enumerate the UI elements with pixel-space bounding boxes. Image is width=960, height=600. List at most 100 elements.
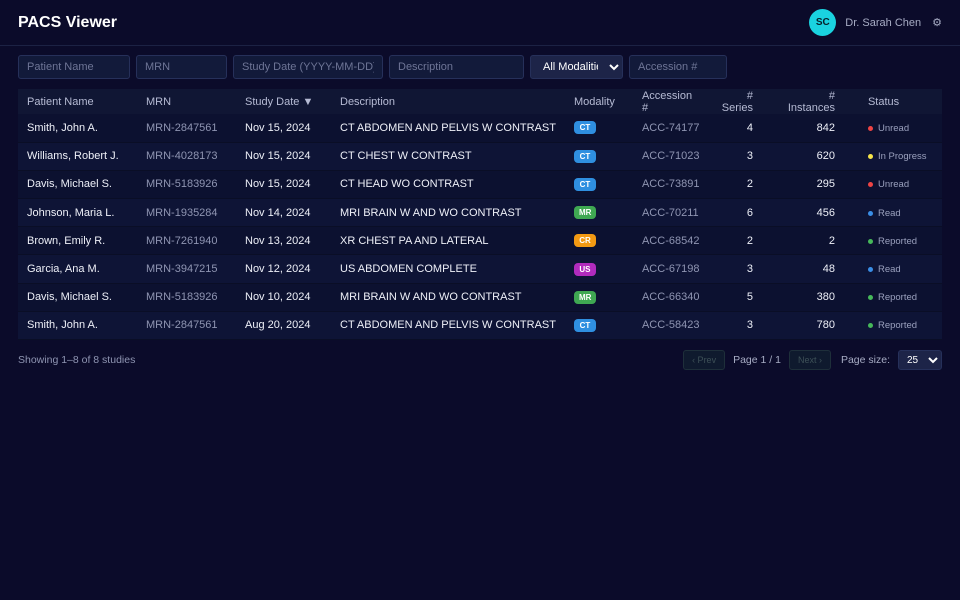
modality-badge: CR	[573, 234, 596, 248]
cell-patient-name: Smith, John A.	[27, 319, 98, 332]
status-dot-icon	[867, 267, 873, 273]
mrn-filter[interactable]	[136, 55, 227, 79]
col-modality[interactable]: Modality	[573, 95, 615, 108]
table-row[interactable]: Davis, Michael S. MRN-5183926 Nov 15, 2024…	[18, 170, 942, 199]
pagination: ‹ Prev Page 1 / 1 Next › Page size: 25	[683, 350, 942, 370]
page-info: Page 1 / 1	[733, 354, 781, 366]
modality-badge: CT	[573, 177, 596, 191]
cell-status: Read	[859, 255, 942, 283]
prev-page-button[interactable]: ‹ Prev	[683, 350, 726, 370]
cell-instances: 295	[816, 178, 835, 191]
status-dot-icon	[867, 210, 873, 216]
cell-patient-name: Davis, Michael S.	[27, 178, 112, 191]
cell-modality: CT	[565, 114, 633, 142]
status-dot-icon	[867, 154, 873, 160]
status-label: Reported	[877, 235, 918, 247]
cell-description: MRI BRAIN W AND WO CONTRAST	[340, 206, 522, 219]
cell-patient-name: Johnson, Maria L.	[27, 206, 115, 219]
cell-study-date: Nov 14, 2024	[245, 206, 311, 219]
gear-icon[interactable]: ⚙	[932, 17, 942, 29]
modality-badge: CT	[573, 149, 596, 163]
cell-instances: 620	[816, 150, 835, 163]
status-dot-icon	[867, 125, 873, 131]
cell-instances: 780	[816, 319, 835, 332]
status-label: In Progress	[877, 151, 927, 163]
cell-series: 3	[746, 319, 753, 332]
modality-badge: MR	[573, 290, 597, 304]
cell-accession: ACC-66340	[641, 291, 700, 304]
cell-status: Unread	[859, 170, 942, 198]
cell-instances: 842	[816, 121, 835, 134]
accession-filter[interactable]	[629, 55, 727, 79]
cell-modality: CT	[565, 142, 633, 170]
modality-select[interactable]: All Modalities	[530, 55, 623, 79]
cell-modality: CT	[565, 170, 633, 198]
status-label: Reported	[877, 292, 918, 304]
col-study-date[interactable]: Study Date ▼	[245, 95, 314, 108]
cell-status: Read	[859, 199, 942, 227]
user-name: Dr. Sarah Chen	[845, 16, 922, 29]
cell-study-date: Nov 15, 2024	[245, 121, 311, 134]
studies-table: Patient Name MRN Study Date ▼ Descriptio…	[18, 89, 942, 340]
cell-mrn: MRN-5183926	[146, 178, 218, 191]
cell-patient-name: Williams, Robert J.	[27, 150, 119, 163]
cell-description: CT HEAD WO CONTRAST	[340, 178, 474, 191]
app-header: PACS Viewer SC Dr. Sarah Chen ⚙	[0, 0, 960, 46]
description-filter[interactable]	[389, 55, 524, 79]
cell-mrn: MRN-5183926	[146, 291, 218, 304]
cell-instances: 48	[822, 263, 835, 276]
page-size-select[interactable]: 25	[898, 350, 942, 370]
table-row[interactable]: Garcia, Ana M. MRN-3947215 Nov 12, 2024 US …	[18, 254, 942, 284]
cell-mrn: MRN-2847561	[146, 319, 218, 332]
cell-mrn: MRN-7261940	[146, 234, 218, 247]
table-row[interactable]: Smith, John A. MRN-2847561 Aug 20, 2024 CT …	[18, 311, 942, 340]
col-instances[interactable]: # Instances	[787, 89, 835, 114]
cell-instances: 456	[816, 206, 835, 219]
table-row[interactable]: Williams, Robert J. MRN-4028173 Nov 15, 20…	[18, 142, 942, 171]
cell-accession: ACC-70211	[641, 206, 699, 219]
status-dot-icon	[867, 295, 873, 301]
cell-mrn: MRN-1935284	[146, 206, 218, 219]
col-patient-name[interactable]: Patient Name	[27, 95, 94, 108]
table-row[interactable]: Brown, Emily R. MRN-7261940 Nov 13, 2024 XR…	[18, 226, 942, 255]
cell-series: 2	[746, 178, 753, 191]
cell-modality: US	[565, 255, 633, 283]
cell-mrn: MRN-3947215	[146, 263, 218, 276]
col-status[interactable]: Status	[867, 95, 900, 108]
table-row[interactable]: Davis, Michael S. MRN-5183926 Nov 10, 2024…	[18, 283, 942, 312]
cell-modality: CR	[565, 227, 633, 255]
status-label: Reported	[877, 320, 918, 332]
table-row[interactable]: Johnson, Maria L. MRN-1935284 Nov 14, 2024…	[18, 198, 942, 227]
col-description[interactable]: Description	[340, 95, 396, 108]
status-dot-icon	[867, 323, 873, 329]
col-mrn[interactable]: MRN	[146, 95, 172, 108]
next-page-button[interactable]: Next ›	[788, 350, 831, 370]
status-badge: Read	[867, 208, 901, 219]
cell-patient-name: Brown, Emily R.	[27, 234, 106, 247]
table-row[interactable]: Smith, John A. MRN-2847561 Nov 15, 2024 CT …	[18, 114, 942, 143]
cell-study-date: Nov 15, 2024	[245, 150, 311, 163]
status-badge: Unread	[867, 122, 910, 134]
cell-study-date: Nov 12, 2024	[245, 263, 311, 276]
cell-accession: ACC-58423	[641, 319, 700, 332]
status-dot-icon	[867, 238, 873, 244]
cell-study-date: Nov 13, 2024	[245, 234, 311, 247]
cell-accession: ACC-73891	[641, 178, 700, 191]
status-dot-icon	[867, 182, 873, 188]
col-series[interactable]: # Series	[721, 89, 753, 114]
status-label: Unread	[877, 122, 910, 134]
status-badge: Reported	[867, 292, 918, 304]
study-date-filter[interactable]	[233, 55, 383, 79]
cell-study-date: Nov 10, 2024	[245, 291, 311, 304]
cell-patient-name: Davis, Michael S.	[27, 291, 112, 304]
patient-name-filter[interactable]	[18, 55, 130, 79]
cell-study-date: Nov 15, 2024	[245, 178, 311, 191]
avatar[interactable]: SC	[809, 9, 837, 36]
cell-accession: ACC-68542	[641, 234, 700, 247]
cell-status: Reported	[859, 227, 942, 255]
cell-description: MRI BRAIN W AND WO CONTRAST	[340, 291, 522, 304]
cell-description: XR CHEST PA AND LATERAL	[340, 234, 489, 247]
cell-description: CT ABDOMEN AND PELVIS W CONTRAST	[340, 319, 556, 332]
col-accession[interactable]: Accession #	[641, 89, 693, 114]
cell-accession: ACC-71023	[641, 150, 700, 163]
